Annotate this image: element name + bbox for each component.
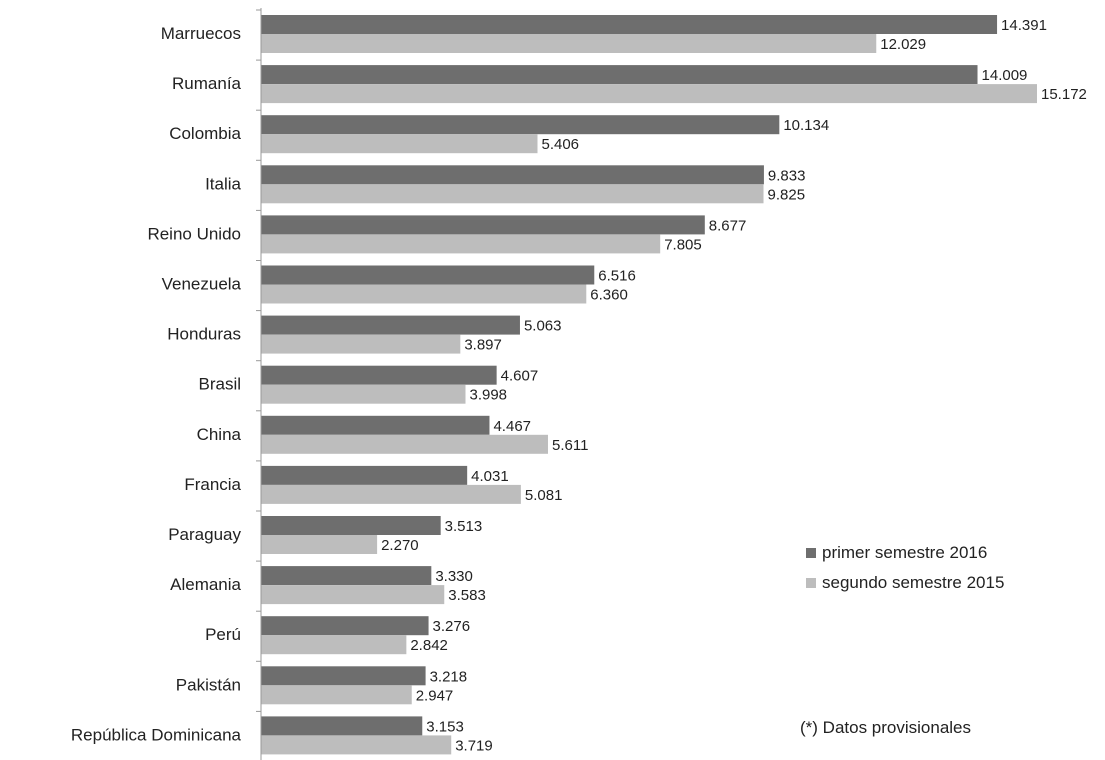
data-label-series-2: 3.998 (469, 387, 507, 404)
bar-series-2 (261, 535, 378, 554)
data-label-series-1: 14.009 (982, 67, 1028, 84)
data-label-series-2: 3.719 (455, 737, 493, 754)
data-label-series-2: 2.947 (416, 687, 454, 704)
data-label-series-1: 3.153 (426, 718, 464, 735)
bar-series-1 (261, 65, 978, 85)
bar-series-2 (261, 234, 661, 254)
legend-item-series-2: segundo semestre 2015 (806, 568, 1004, 598)
bar-series-2 (261, 34, 877, 53)
category-label: Alemania (170, 575, 241, 594)
data-label-series-2: 2.842 (410, 637, 448, 654)
bar-series-1 (261, 666, 426, 686)
data-label-series-2: 6.360 (590, 287, 628, 304)
data-label-series-2: 7.805 (664, 236, 702, 253)
bar-series-1 (261, 315, 520, 335)
bar-series-2 (261, 84, 1037, 104)
bar-series-2 (261, 184, 764, 204)
bar-series-1 (261, 465, 468, 485)
category-label: Paraguay (168, 525, 241, 544)
data-label-series-2: 9.825 (768, 186, 806, 203)
data-label-series-1: 3.218 (430, 668, 468, 685)
bar-series-1 (261, 716, 423, 736)
data-label-series-2: 3.897 (464, 337, 502, 354)
category-label: República Dominicana (71, 725, 242, 744)
bar-series-1 (261, 215, 705, 235)
legend-label-series-2: segundo semestre 2015 (822, 573, 1005, 592)
legend-swatch-series-1 (806, 548, 816, 558)
category-label: Perú (205, 625, 241, 644)
data-label-series-1: 9.833 (768, 167, 806, 184)
category-label: Pakistán (176, 675, 241, 694)
data-label-series-1: 5.063 (524, 318, 562, 335)
data-label-series-1: 3.513 (445, 518, 483, 535)
bar-series-1 (261, 516, 441, 535)
data-label-series-1: 14.391 (1001, 17, 1047, 34)
bar-series-1 (261, 115, 780, 135)
bar-series-2 (261, 134, 538, 154)
category-label: China (197, 425, 242, 444)
bar-series-1 (261, 616, 429, 636)
bar-series-2 (261, 334, 461, 354)
data-label-series-1: 4.031 (471, 468, 509, 485)
bar-series-1 (261, 566, 432, 586)
data-label-series-1: 3.330 (435, 568, 473, 585)
data-label-series-1: 4.467 (493, 418, 531, 435)
data-label-series-1: 4.607 (501, 368, 539, 385)
value-labels: 14.391 12.029 14.009 15.172 10.134 5.406 9.833… (381, 17, 1087, 754)
data-label-series-2: 15.172 (1041, 86, 1087, 103)
bar-series-1 (261, 265, 595, 285)
category-label: Reino Unido (147, 224, 241, 243)
bar-series-1 (261, 415, 490, 435)
data-label-series-2: 12.029 (880, 36, 926, 53)
bar-series-2 (261, 434, 548, 454)
bar-series-2 (261, 284, 587, 304)
bar-series-1 (261, 365, 497, 385)
data-label-series-2: 5.406 (541, 136, 579, 153)
provisional-data-note: (*) Datos provisionales (800, 718, 972, 737)
data-label-series-2: 5.611 (552, 437, 588, 454)
bars-group (261, 15, 1037, 755)
bar-series-2 (261, 735, 452, 755)
axis-ticks (256, 9, 261, 712)
category-labels: Marruecos Rumanía Colombia Italia Reino Unid… (71, 24, 242, 744)
legend-item-series-1: primer semestre 2016 (806, 538, 1004, 568)
category-label: Colombia (169, 124, 241, 143)
category-label: Francia (184, 475, 241, 494)
data-label-series-1: 6.516 (598, 268, 636, 285)
data-label-series-1: 8.677 (709, 217, 747, 234)
legend: primer semestre 2016 segundo semestre 20… (806, 538, 1004, 598)
bar-series-2 (261, 384, 466, 404)
legend-label-series-1: primer semestre 2016 (822, 543, 988, 562)
bar-series-2 (261, 635, 407, 655)
category-label: Honduras (167, 325, 241, 344)
category-label: Marruecos (161, 24, 241, 43)
bar-series-2 (261, 484, 521, 504)
category-label: Brasil (198, 375, 241, 394)
data-label-series-2: 2.270 (381, 537, 419, 554)
bar-series-1 (261, 165, 764, 185)
category-label: Venezuela (162, 275, 242, 294)
data-label-series-2: 5.081 (525, 487, 563, 504)
bar-series-1 (261, 15, 998, 34)
data-label-series-1: 3.276 (433, 618, 471, 635)
data-label-series-1: 10.134 (783, 117, 829, 134)
bar-series-2 (261, 585, 445, 605)
category-label: Italia (205, 174, 241, 193)
bar-series-2 (261, 685, 412, 705)
legend-swatch-series-2 (806, 578, 816, 588)
data-label-series-2: 3.583 (448, 587, 486, 604)
category-label: Rumanía (172, 74, 242, 93)
